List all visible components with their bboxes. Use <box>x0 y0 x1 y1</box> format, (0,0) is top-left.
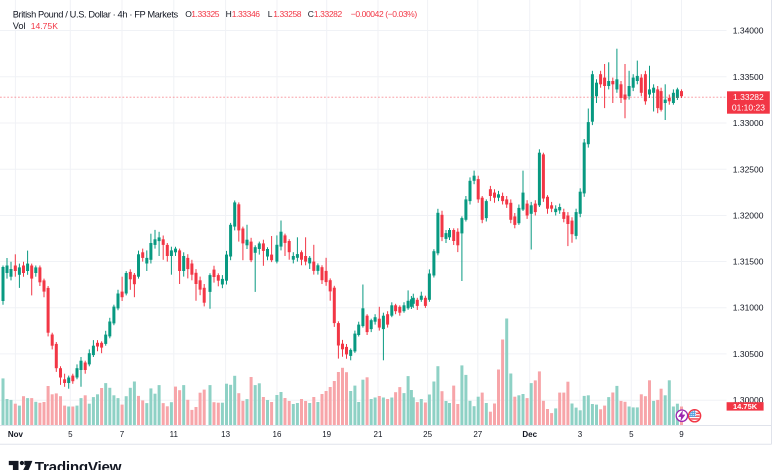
svg-text:1.32000: 1.32000 <box>733 211 764 221</box>
svg-text:9: 9 <box>679 430 684 439</box>
svg-text:1.33000: 1.33000 <box>733 118 764 128</box>
svg-text:7: 7 <box>120 430 125 439</box>
svg-text:21: 21 <box>374 430 383 439</box>
svg-text:Vol: Vol <box>13 21 26 31</box>
svg-text:11: 11 <box>170 430 179 439</box>
svg-text:1.34000: 1.34000 <box>733 26 764 36</box>
svg-text:1.33282: 1.33282 <box>733 92 764 102</box>
svg-text:1.32500: 1.32500 <box>733 164 764 174</box>
svg-text:1.33325: 1.33325 <box>191 9 220 19</box>
svg-text:1.33282: 1.33282 <box>314 9 343 19</box>
svg-text:−0.00042 (−0.03%): −0.00042 (−0.03%) <box>351 9 418 19</box>
svg-text:19: 19 <box>322 430 331 439</box>
svg-text:5: 5 <box>68 430 73 439</box>
svg-text:01:10:23: 01:10:23 <box>732 103 765 113</box>
svg-text:TradingView: TradingView <box>35 459 122 470</box>
svg-text:Nov: Nov <box>8 430 24 439</box>
svg-text:L: L <box>268 9 273 19</box>
svg-text:14.75K: 14.75K <box>31 21 59 31</box>
svg-text:O: O <box>185 9 192 19</box>
svg-text:1.33346: 1.33346 <box>232 9 261 19</box>
svg-text:H: H <box>226 9 232 19</box>
svg-text:1.31500: 1.31500 <box>733 257 764 267</box>
svg-text:5: 5 <box>629 430 634 439</box>
svg-text:14.75K: 14.75K <box>733 402 758 411</box>
svg-text:25: 25 <box>423 430 432 439</box>
svg-text:1.30000: 1.30000 <box>733 395 764 405</box>
svg-text:1.33258: 1.33258 <box>273 9 302 19</box>
svg-text:16: 16 <box>273 430 282 439</box>
svg-text:British Pound / U.S. Dollar ·: British Pound / U.S. Dollar · 4h · FP Ma… <box>13 10 179 20</box>
svg-text:13: 13 <box>221 430 230 439</box>
svg-text:1.30500: 1.30500 <box>733 349 764 359</box>
svg-text:1.33500: 1.33500 <box>733 72 764 82</box>
svg-text:27: 27 <box>473 430 482 439</box>
svg-text:1.31000: 1.31000 <box>733 303 764 313</box>
svg-text:Dec: Dec <box>522 430 537 439</box>
svg-text:C: C <box>308 9 314 19</box>
svg-text:3: 3 <box>578 430 583 439</box>
